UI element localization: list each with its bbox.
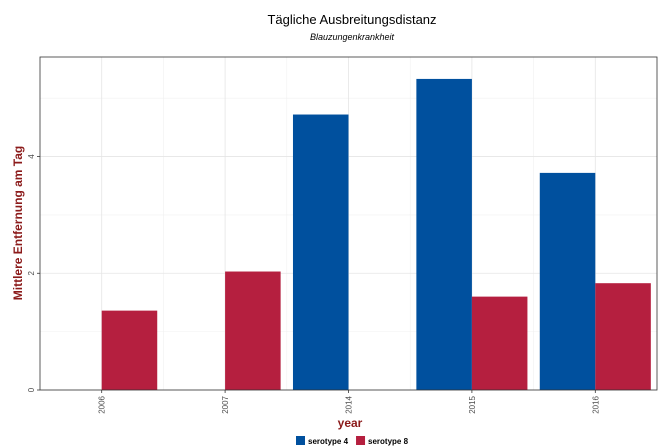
bars xyxy=(101,78,651,391)
x-tick-label: 2015 xyxy=(468,395,477,413)
y-axis-title: Mittlere Entfernung am Tag xyxy=(11,146,25,300)
x-axis-title: year xyxy=(338,416,363,430)
x-tick-label: 2007 xyxy=(221,395,230,413)
bar-serotype-8-2006 xyxy=(101,310,158,390)
plot-panel xyxy=(39,56,658,391)
legend-swatch xyxy=(296,436,305,445)
y-tick-label: 0 xyxy=(27,387,36,392)
x-tick-label: 2016 xyxy=(591,395,600,413)
legend-label: serotype 4 xyxy=(308,437,349,446)
y-tick-label: 2 xyxy=(27,270,36,275)
bar-serotype-8-2016 xyxy=(595,283,651,390)
x-tick-label: 2014 xyxy=(345,395,354,413)
legend-swatch xyxy=(356,436,366,445)
y-tick-label: 4 xyxy=(27,154,36,159)
chart-subtitle: Blauzungenkrankheit xyxy=(310,32,395,42)
bar-serotype-8-2007 xyxy=(225,271,281,390)
chart-title: Tägliche Ausbreitungsdistanz xyxy=(267,12,436,27)
bar-serotype-4-2015 xyxy=(416,78,472,391)
x-tick-label: 2006 xyxy=(98,395,107,413)
bar-serotype-8-2015 xyxy=(471,296,528,390)
bar-serotype-4-2016 xyxy=(539,172,596,390)
y-axis-ticks: 0 2 4 xyxy=(27,154,40,392)
legend-label: serotype 8 xyxy=(368,437,409,446)
x-axis-ticks: 2006 2007 2014 2015 2016 xyxy=(98,390,600,414)
bar-serotype-4-2014 xyxy=(292,114,349,391)
legend: serotype 4 serotype 8 xyxy=(296,436,409,446)
